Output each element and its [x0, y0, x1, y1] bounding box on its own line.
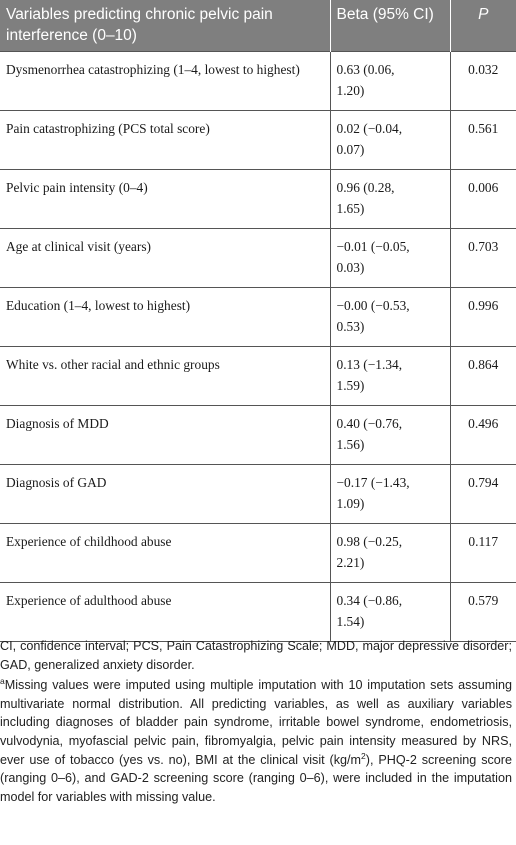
beta-ci-line-2: 1.59)	[336, 378, 365, 393]
table-row: Pain catastrophizing (PCS total score) 0.…	[0, 110, 516, 170]
variable-cell: Pain catastrophizing (PCS total score)	[0, 110, 331, 170]
beta-ci-line-1: −0.00 (−0.53,	[336, 298, 410, 313]
abbreviations-note: CI, confidence interval; PCS, Pain Catas…	[0, 639, 512, 672]
variable-cell: Education (1–4, lowest to highest)	[0, 287, 331, 347]
beta-ci-cell: 0.34 (−0.86, 1.54)	[330, 582, 451, 642]
beta-ci-cell: −0.17 (−1.43, 1.09)	[330, 464, 451, 524]
squared-superscript: 2	[361, 750, 366, 761]
beta-ci-line-2: 1.20)	[336, 83, 365, 98]
beta-ci-cell: −0.00 (−0.53, 0.53)	[330, 287, 451, 347]
table-body: Dysmenorrhea catastrophizing (1–4, lowes…	[0, 51, 516, 642]
beta-ci-line-2: 0.03)	[336, 260, 365, 275]
variable-cell: Age at clinical visit (years)	[0, 228, 331, 288]
results-table: Variables predicting chronic pelvic pain…	[0, 0, 516, 642]
beta-ci-line-2: 1.56)	[336, 437, 365, 452]
table-footnotes: CI, confidence interval; PCS, Pain Catas…	[0, 637, 512, 808]
beta-ci-line-2: 2.21)	[336, 555, 365, 570]
table-row: Pelvic pain intensity (0–4) 0.96 (0.28, 1.…	[0, 169, 516, 229]
p-value-cell: 0.703	[450, 228, 516, 288]
p-value-cell: 0.561	[450, 110, 516, 170]
beta-ci-line-2: 0.53)	[336, 319, 365, 334]
variable-cell: White vs. other racial and ethnic groups	[0, 346, 331, 406]
variable-cell: Diagnosis of MDD	[0, 405, 331, 465]
beta-ci-cell: 0.63 (0.06, 1.20)	[330, 51, 451, 111]
variable-cell: Dysmenorrhea catastrophizing (1–4, lowes…	[0, 51, 331, 111]
p-value-cell: 0.032	[450, 51, 516, 111]
beta-ci-line-1: 0.02 (−0.04,	[336, 121, 403, 136]
beta-ci-line-2: 1.09)	[336, 496, 365, 511]
p-value-cell: 0.117	[450, 523, 516, 583]
beta-ci-line-2: 1.54)	[336, 614, 365, 629]
variable-cell: Pelvic pain intensity (0–4)	[0, 169, 331, 229]
table-row: Experience of adulthood abuse 0.34 (−0.86…	[0, 582, 516, 642]
table-row: Education (1–4, lowest to highest) −0.00 …	[0, 287, 516, 347]
table-row: Diagnosis of MDD 0.40 (−0.76, 1.56) 0.496	[0, 405, 516, 465]
beta-ci-line-1: 0.13 (−1.34,	[336, 357, 403, 372]
variable-cell: Experience of adulthood abuse	[0, 582, 331, 642]
p-value-cell: 0.496	[450, 405, 516, 465]
p-value-cell: 0.006	[450, 169, 516, 229]
table-row: Diagnosis of GAD −0.17 (−1.43, 1.09) 0.794	[0, 464, 516, 524]
variable-cell: Diagnosis of GAD	[0, 464, 331, 524]
beta-ci-line-2: 0.07)	[336, 142, 365, 157]
beta-ci-cell: 0.02 (−0.04, 0.07)	[330, 110, 451, 170]
beta-ci-line-1: 0.63 (0.06,	[336, 62, 395, 77]
beta-ci-line-1: 0.96 (0.28,	[336, 180, 395, 195]
imputation-note-text-1: Missing values were imputed using multip…	[0, 678, 512, 767]
table-header-row: Variables predicting chronic pelvic pain…	[0, 0, 516, 52]
imputation-note-text-2: ), PHQ-2 screening score (ranging 0–6), …	[0, 752, 512, 804]
table-row: Experience of childhood abuse 0.98 (−0.25…	[0, 523, 516, 583]
header-p-value: P	[450, 0, 516, 52]
header-beta: Beta (95% CI)	[330, 0, 451, 52]
p-value-cell: 0.996	[450, 287, 516, 347]
beta-ci-line-1: 0.98 (−0.25,	[336, 534, 403, 549]
beta-ci-line-2: 1.65)	[336, 201, 365, 216]
beta-ci-line-1: −0.17 (−1.43,	[336, 475, 410, 490]
beta-ci-cell: 0.40 (−0.76, 1.56)	[330, 405, 451, 465]
beta-ci-line-1: 0.40 (−0.76,	[336, 416, 403, 431]
header-variables: Variables predicting chronic pelvic pain…	[0, 0, 331, 52]
beta-ci-cell: −0.01 (−0.05, 0.03)	[330, 228, 451, 288]
imputation-note: aMissing values were imputed using multi…	[0, 676, 512, 806]
beta-ci-cell: 0.96 (0.28, 1.65)	[330, 169, 451, 229]
variable-cell: Experience of childhood abuse	[0, 523, 331, 583]
beta-ci-cell: 0.98 (−0.25, 2.21)	[330, 523, 451, 583]
beta-ci-cell: 0.13 (−1.34, 1.59)	[330, 346, 451, 406]
table-row: Dysmenorrhea catastrophizing (1–4, lowes…	[0, 51, 516, 111]
p-value-cell: 0.864	[450, 346, 516, 406]
table-row: Age at clinical visit (years) −0.01 (−0.0…	[0, 228, 516, 288]
p-value-cell: 0.794	[450, 464, 516, 524]
note-marker: a	[0, 676, 5, 686]
p-value-cell: 0.579	[450, 582, 516, 642]
table-row: White vs. other racial and ethnic groups…	[0, 346, 516, 406]
beta-ci-line-1: 0.34 (−0.86,	[336, 593, 403, 608]
beta-ci-line-1: −0.01 (−0.05,	[336, 239, 410, 254]
